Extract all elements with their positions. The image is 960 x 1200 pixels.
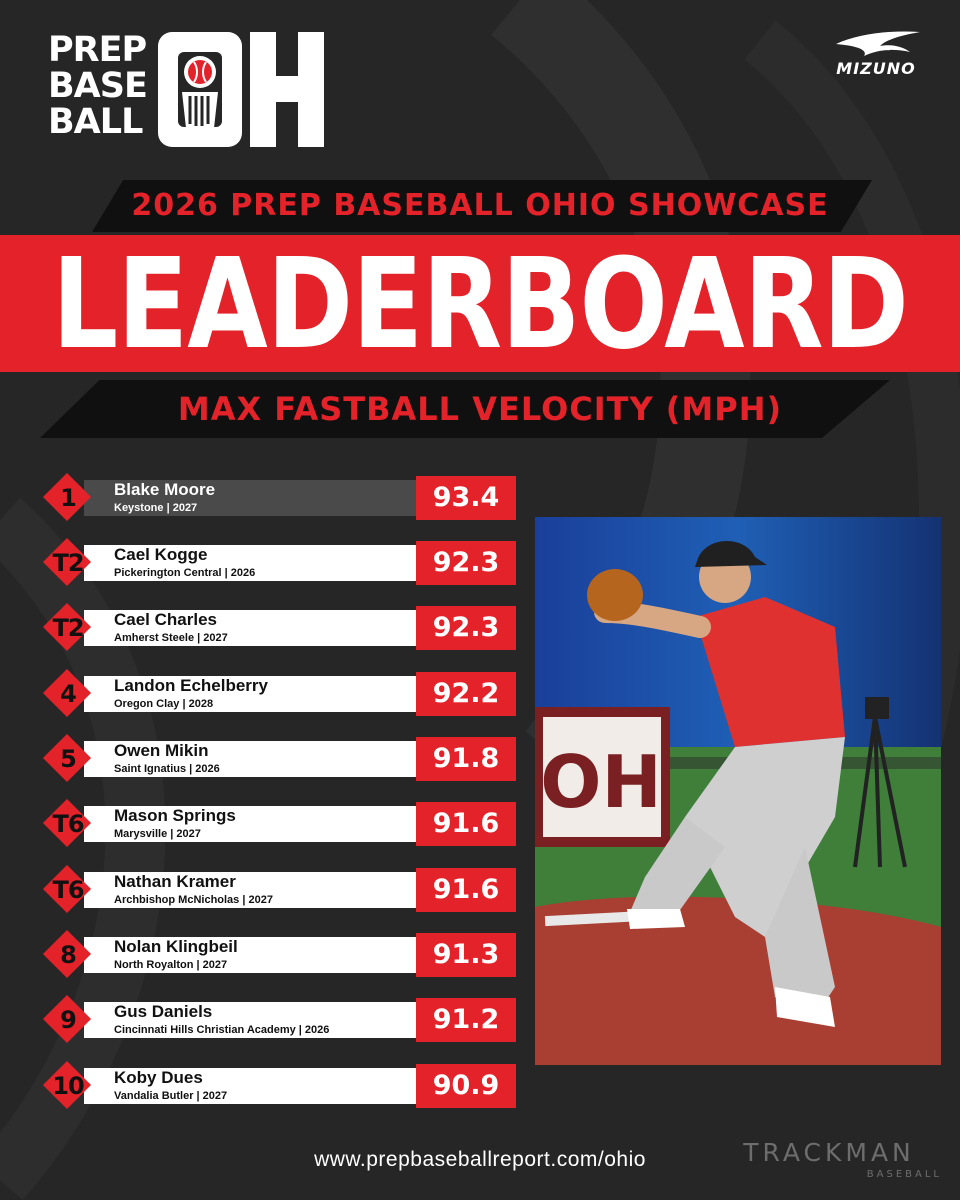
leaderboard-row: 9 Gus Daniels Cincinnati Hills Christian… xyxy=(0,994,520,1044)
leaderboard-row: 4 Landon Echelberry Oregon Clay | 2028 9… xyxy=(0,668,520,718)
player-name: Blake Moore xyxy=(114,480,216,499)
leaderboard-row: T6 Nathan Kramer Archbishop McNicholas |… xyxy=(0,864,520,914)
row-bar xyxy=(84,806,416,842)
rank-badge: 9 xyxy=(42,994,92,1044)
trackman-logo: TRACKMAN xyxy=(743,1138,915,1167)
page-subtitle: MAX FASTBALL VELOCITY (MPH) xyxy=(177,390,783,428)
prep-baseball-ohio-logo: PREP BASE BALL xyxy=(48,32,324,147)
velocity-value: 90.9 xyxy=(416,1064,516,1108)
velocity-value: 92.3 xyxy=(416,606,516,650)
website-link[interactable]: www.prepbaseballreport.com/ohio xyxy=(314,1148,646,1171)
pitcher-illustration: OH xyxy=(535,517,941,1065)
rank-label: 4 xyxy=(60,680,77,708)
player-detail: Cincinnati Hills Christian Academy | 202… xyxy=(114,1024,330,1036)
rank-badge: T6 xyxy=(42,864,92,914)
subtitle-banner xyxy=(40,380,890,438)
page-title: LEADERBOARD xyxy=(51,230,909,378)
row-bar xyxy=(84,1068,416,1104)
leaderboard-row: T6 Mason Springs Marysville | 2027 91.6 xyxy=(0,798,520,848)
velocity-value: 91.3 xyxy=(416,933,516,977)
leaderboard-row: 1 Blake Moore Keystone | 2027 93.4 xyxy=(0,472,520,522)
logo-word: BALL xyxy=(48,102,143,142)
rank-badge: 1 xyxy=(42,472,92,522)
player-name: Nolan Klingbeil xyxy=(114,937,238,956)
player-name: Nathan Kramer xyxy=(114,872,236,891)
player-detail: Oregon Clay | 2028 xyxy=(114,698,214,710)
rank-label: 5 xyxy=(60,745,77,773)
leaderboard-row: 5 Owen Mikin Saint Ignatius | 2026 91.8 xyxy=(0,733,520,783)
player-name: Cael Kogge xyxy=(114,545,208,564)
velocity-value: 91.6 xyxy=(416,868,516,912)
player-name: Koby Dues xyxy=(114,1068,203,1087)
rank-badge: T6 xyxy=(42,798,92,848)
player-detail: Vandalia Butler | 2027 xyxy=(114,1090,228,1102)
trackman-sub: BASEBALL xyxy=(866,1169,942,1180)
rank-label: 10 xyxy=(52,1072,84,1100)
rank-badge: 8 xyxy=(42,929,92,979)
logo-word: BASE xyxy=(48,66,148,106)
rank-label: 9 xyxy=(60,1006,77,1034)
leaderboard-row: 10 Koby Dues Vandalia Butler | 2027 90.9 xyxy=(0,1060,520,1110)
oh-logo-icon xyxy=(158,32,324,147)
player-detail: Marysville | 2027 xyxy=(114,828,201,840)
rank-label: T2 xyxy=(52,549,84,577)
photo-banner-letters: OH xyxy=(540,740,661,824)
rank-label: 8 xyxy=(60,941,77,969)
leaderboard-row: T2 Cael Kogge Pickerington Central | 202… xyxy=(0,537,520,587)
row-bar xyxy=(84,741,416,777)
logo-wordmark: PREP BASE BALL xyxy=(48,30,148,142)
velocity-value: 92.3 xyxy=(416,541,516,585)
velocity-value: 93.4 xyxy=(416,476,516,520)
rank-label: T6 xyxy=(52,876,84,904)
velocity-value: 91.2 xyxy=(416,998,516,1042)
event-title: 2026 PREP BASEBALL OHIO SHOWCASE xyxy=(131,188,829,223)
player-detail: North Royalton | 2027 xyxy=(114,959,228,971)
velocity-value: 91.8 xyxy=(416,737,516,781)
player-photo: OH xyxy=(535,517,941,1065)
row-bar xyxy=(84,545,416,581)
title-band xyxy=(0,235,960,372)
leaderboard-row: T2 Cael Charles Amherst Steele | 2027 92… xyxy=(0,602,520,652)
player-detail: Amherst Steele | 2027 xyxy=(114,632,228,644)
logo-word: PREP xyxy=(48,30,147,70)
rank-badge: 10 xyxy=(42,1060,92,1110)
mizuno-logo: MIZUNO xyxy=(828,28,924,78)
rank-badge: T2 xyxy=(42,602,92,652)
row-bar xyxy=(84,676,416,712)
player-name: Gus Daniels xyxy=(114,1002,213,1021)
sponsor-name: MIZUNO xyxy=(836,59,916,78)
row-bar xyxy=(84,872,416,908)
player-name: Owen Mikin xyxy=(114,741,209,760)
player-name: Cael Charles xyxy=(114,610,217,629)
rank-label: T2 xyxy=(52,614,84,642)
player-detail: Archbishop McNicholas | 2027 xyxy=(114,894,273,906)
velocity-value: 92.2 xyxy=(416,672,516,716)
row-bar xyxy=(84,480,416,516)
row-bar xyxy=(84,937,416,973)
rank-badge: 5 xyxy=(42,733,92,783)
rank-label: T6 xyxy=(52,810,84,838)
leaderboard-row: 8 Nolan Klingbeil North Royalton | 2027 … xyxy=(0,929,520,979)
mizuno-runbird-icon xyxy=(836,31,920,56)
player-detail: Pickerington Central | 2026 xyxy=(114,567,256,579)
rank-badge: T2 xyxy=(42,537,92,587)
rank-label: 1 xyxy=(60,484,77,512)
player-detail: Keystone | 2027 xyxy=(114,502,198,514)
player-name: Landon Echelberry xyxy=(114,676,268,695)
event-banner xyxy=(92,180,872,232)
rank-badge: 4 xyxy=(42,668,92,718)
row-bar xyxy=(84,1002,416,1038)
player-name: Mason Springs xyxy=(114,806,236,825)
velocity-value: 91.6 xyxy=(416,802,516,846)
player-detail: Saint Ignatius | 2026 xyxy=(114,763,220,775)
row-bar xyxy=(84,610,416,646)
